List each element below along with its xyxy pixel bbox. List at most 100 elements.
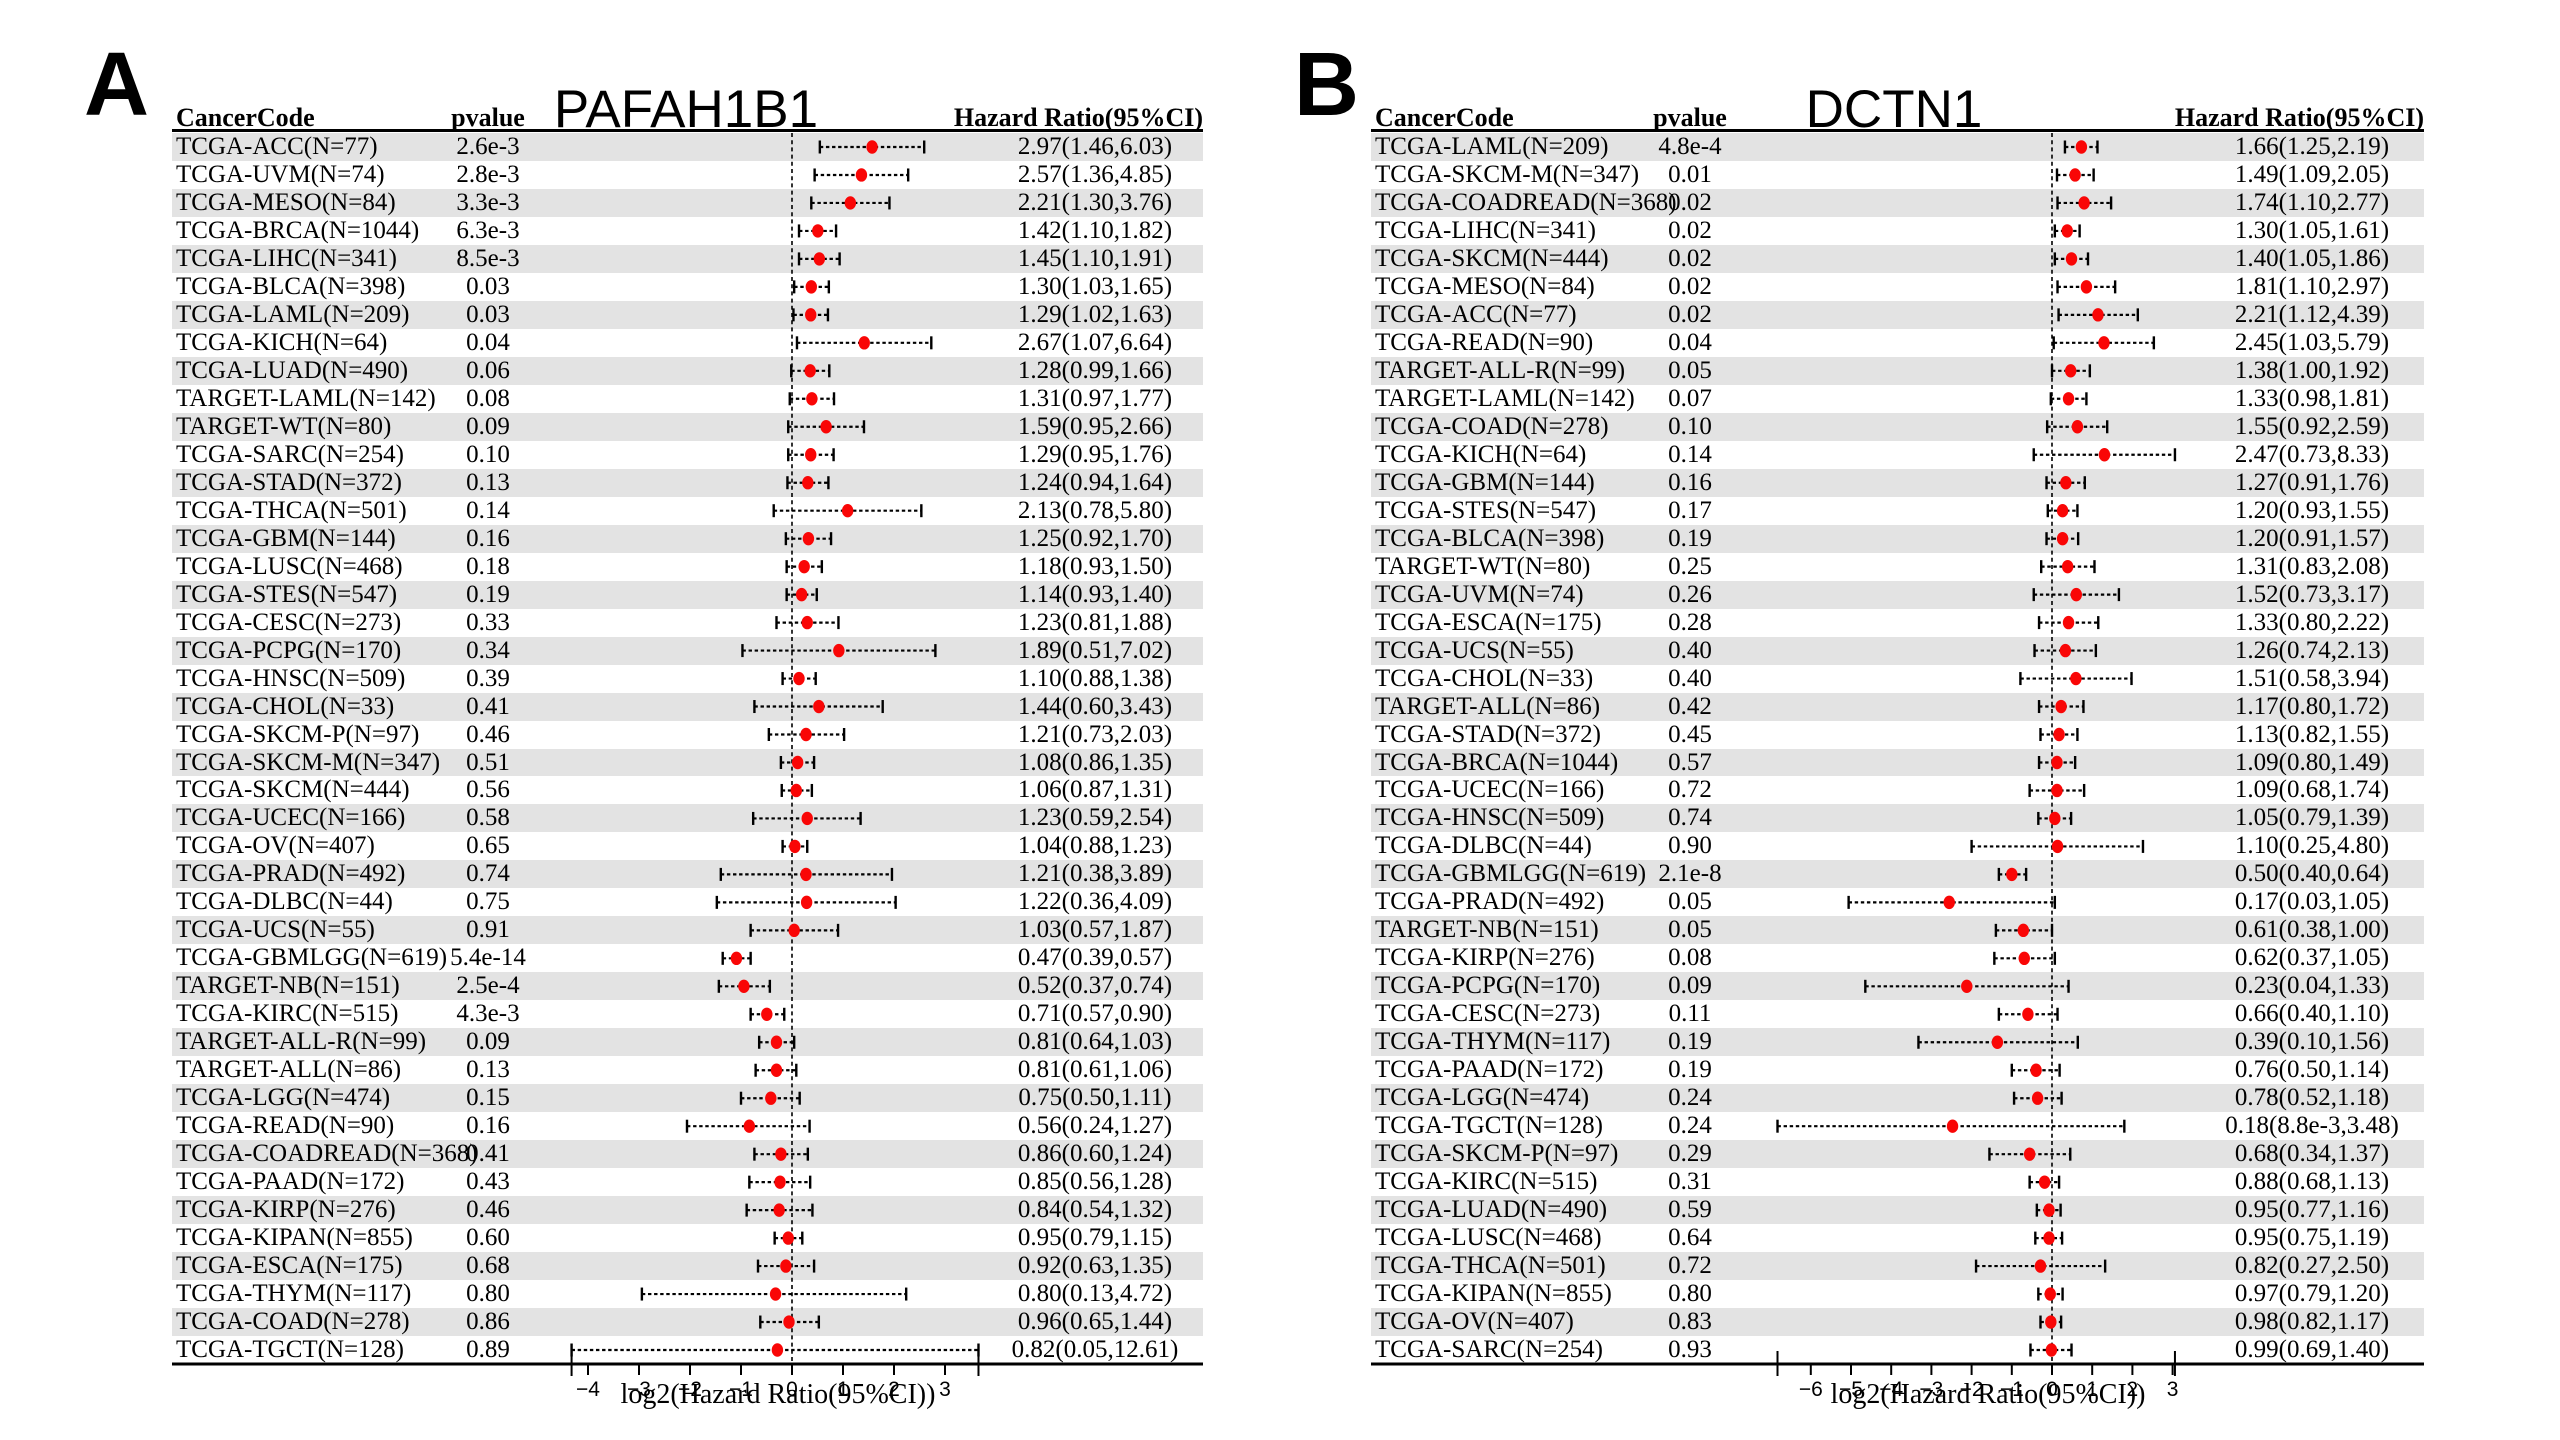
pvalue-label: 4.3e-3 <box>456 1000 520 1028</box>
cancer-code-label: TCGA-READ(N=90) <box>176 1112 395 1140</box>
cancer-code-label: TCGA-UVM(N=74) <box>176 160 385 188</box>
column-header-hazard-ratio: Hazard Ratio(95%CI) <box>953 103 1203 132</box>
hazard-ratio-ci-label: 1.25(0.92,1.70) <box>1017 524 1173 552</box>
hazard-ratio-dot <box>2098 448 2111 462</box>
cancer-code-label: TCGA-SARC(N=254) <box>1375 1336 1603 1364</box>
cancer-code-label: TCGA-LUAD(N=490) <box>1375 1196 1608 1224</box>
cancer-code-label: TCGA-DLBC(N=44) <box>176 888 393 916</box>
hazard-ratio-ci-label: 0.95(0.79,1.15) <box>1017 1224 1173 1252</box>
hazard-ratio-ci-label: 1.55(0.92,2.59) <box>2234 412 2390 440</box>
cancer-code-label: TCGA-THYM(N=117) <box>176 1280 412 1308</box>
cancer-code-label: TARGET-ALL(N=86) <box>176 1056 402 1084</box>
x-axis-caption: log2(Hazard Ratio(95%CI)) <box>620 1379 936 1410</box>
cancer-code-label: TCGA-CESC(N=273) <box>1375 1000 1601 1028</box>
row-stripe <box>1371 1028 2424 1057</box>
hazard-ratio-dot <box>2022 1007 2034 1021</box>
pvalue-label: 0.25 <box>1668 552 1712 580</box>
hazard-ratio-ci-label: 0.18(8.8e-3,3.48) <box>2225 1112 2399 1140</box>
pvalue-label: 0.19 <box>1668 1056 1712 1084</box>
row-stripe <box>172 1084 1203 1113</box>
pvalue-label: 0.34 <box>466 636 510 664</box>
hazard-ratio-ci-label: 1.08(0.86,1.35) <box>1017 748 1173 776</box>
hazard-ratio-ci-label: 1.23(0.59,2.54) <box>1017 804 1173 832</box>
pvalue-label: 6.3e-3 <box>456 216 520 244</box>
column-header-hazard-ratio: Hazard Ratio(95%CI) <box>2174 103 2424 132</box>
pvalue-label: 0.80 <box>466 1280 510 1308</box>
row-stripe <box>172 356 1203 385</box>
pvalue-label: 0.02 <box>1668 188 1712 216</box>
pvalue-label: 0.06 <box>466 356 510 384</box>
pvalue-label: 0.18 <box>466 552 510 580</box>
hazard-ratio-ci-label: 1.31(0.97,1.77) <box>1017 384 1173 412</box>
hazard-ratio-ci-label: 0.52(0.37,0.74) <box>1017 972 1173 1000</box>
cancer-code-label: TCGA-LAML(N=209) <box>1375 133 1609 160</box>
row-stripe <box>1371 524 2424 553</box>
cancer-code-label: TCGA-BLCA(N=398) <box>176 272 406 300</box>
hazard-ratio-ci-label: 0.68(0.34,1.37) <box>2234 1140 2390 1168</box>
hazard-ratio-ci-label: 0.75(0.50,1.11) <box>1018 1084 1172 1112</box>
pvalue-label: 0.01 <box>1668 160 1712 188</box>
hazard-ratio-ci-label: 0.86(0.60,1.24) <box>1017 1140 1173 1168</box>
row-stripe <box>172 1252 1203 1281</box>
row-stripe <box>1371 133 2424 161</box>
pvalue-label: 0.08 <box>1668 944 1712 972</box>
hazard-ratio-dot <box>2030 1063 2042 1077</box>
hazard-ratio-dot <box>2080 280 2093 294</box>
row-stripe <box>1371 412 2424 441</box>
hazard-ratio-ci-label: 0.82(0.27,2.50) <box>2234 1252 2390 1280</box>
hazard-ratio-ci-label: 1.52(0.73,3.17) <box>2234 580 2390 608</box>
hazard-ratio-ci-label: 1.81(1.10,2.97) <box>2234 272 2390 300</box>
panel-b-title: DCTN1 <box>1805 80 1983 139</box>
pvalue-label: 0.74 <box>466 860 510 888</box>
pvalue-label: 0.09 <box>1668 972 1712 1000</box>
hazard-ratio-ci-label: 1.20(0.93,1.55) <box>2234 496 2390 524</box>
pvalue-label: 0.19 <box>1668 524 1712 552</box>
hazard-ratio-ci-label: 2.13(0.78,5.80) <box>1017 496 1173 524</box>
row-stripe <box>172 580 1203 609</box>
hazard-ratio-ci-label: 1.66(1.25,2.19) <box>2234 133 2390 160</box>
cancer-code-label: TCGA-PAAD(N=172) <box>1375 1056 1604 1084</box>
cancer-code-label: TCGA-SARC(N=254) <box>176 440 404 468</box>
hazard-ratio-ci-label: 1.74(1.10,2.77) <box>2234 188 2390 216</box>
pvalue-label: 0.40 <box>1668 636 1712 664</box>
hazard-ratio-ci-label: 0.82(0.05,12.61) <box>1011 1336 1179 1364</box>
cancer-code-label: TCGA-LIHC(N=341) <box>1375 216 1597 244</box>
row-stripe <box>172 300 1203 329</box>
pvalue-label: 0.68 <box>466 1252 510 1280</box>
hazard-ratio-ci-label: 1.29(1.02,1.63) <box>1017 300 1173 328</box>
row-stripe <box>1371 692 2424 721</box>
cancer-code-label: TCGA-KIRP(N=276) <box>176 1196 396 1224</box>
hazard-ratio-ci-label: 0.81(0.61,1.06) <box>1017 1056 1173 1084</box>
hazard-ratio-ci-label: 1.45(1.10,1.91) <box>1017 244 1173 272</box>
cancer-code-label: TCGA-STAD(N=372) <box>1375 720 1601 748</box>
hazard-ratio-dot <box>2043 1231 2055 1245</box>
cancer-code-label: TCGA-LAML(N=209) <box>176 300 410 328</box>
cancer-code-label: TCGA-STES(N=547) <box>1375 496 1597 524</box>
hazard-ratio-ci-label: 1.31(0.83,2.08) <box>2234 552 2390 580</box>
cancer-code-label: TCGA-PRAD(N=492) <box>1375 888 1605 916</box>
pvalue-label: 0.10 <box>466 440 510 468</box>
row-stripe <box>172 748 1203 777</box>
cancer-code-label: TCGA-SKCM-M(N=347) <box>1375 160 1640 188</box>
hazard-ratio-ci-label: 1.10(0.25,4.80) <box>2234 832 2390 860</box>
panel-a-title: PAFAH1B1 <box>553 80 819 139</box>
hazard-ratio-ci-label: 0.92(0.63,1.35) <box>1017 1252 1173 1280</box>
pvalue-label: 0.09 <box>466 1028 510 1056</box>
hazard-ratio-dot <box>2062 615 2075 630</box>
cancer-code-label: TCGA-KIRP(N=276) <box>1375 944 1595 972</box>
pvalue-label: 0.41 <box>466 692 510 720</box>
pvalue-label: 2.1e-8 <box>1658 860 1722 888</box>
pvalue-label: 0.45 <box>1668 720 1712 748</box>
pvalue-label: 0.41 <box>466 1140 510 1168</box>
pvalue-label: 0.90 <box>1668 832 1712 860</box>
cancer-code-label: TARGET-ALL-R(N=99) <box>1375 356 1626 384</box>
cancer-code-label: TCGA-SKCM(N=444) <box>1375 244 1609 272</box>
row-stripe <box>172 524 1203 553</box>
pvalue-label: 0.28 <box>1668 608 1712 636</box>
hazard-ratio-ci-label: 0.71(0.57,0.90) <box>1017 1000 1173 1028</box>
cancer-code-label: TARGET-WT(N=80) <box>176 412 392 440</box>
cancer-code-label: TCGA-THYM(N=117) <box>1375 1028 1611 1056</box>
hazard-ratio-ci-label: 1.30(1.03,1.65) <box>1017 272 1173 300</box>
cancer-code-label: TCGA-MESO(N=84) <box>1375 272 1595 300</box>
